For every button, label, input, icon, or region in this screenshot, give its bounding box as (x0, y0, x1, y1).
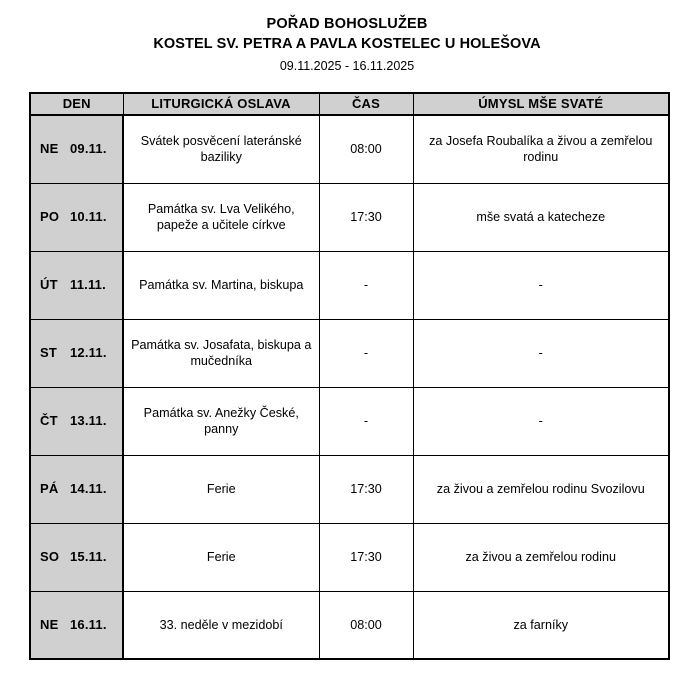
table-row: NE 16.11. 33. neděle v mezidobí 08:00 za far… (30, 590, 669, 659)
day-date: 11.11. (70, 276, 106, 292)
day-date: 09.11. (70, 141, 107, 156)
table-row: NE 09.11. Svátek posvěcení lateránské bazi… (30, 114, 669, 184)
cell-intention: - (412, 318, 669, 388)
day-abbreviation: PÁ (40, 480, 59, 496)
day-date: 12.11. (70, 344, 107, 360)
cell-celebration: Památka sv. Martina, biskupa (122, 250, 320, 320)
cell-time: 08:00 (318, 590, 414, 659)
document-heading: POŘAD BOHOSLUŽEB KOSTEL SV. PETRA A PAVL… (0, 0, 694, 76)
cell-celebration: Ferie (122, 522, 320, 592)
cell-intention: - (412, 250, 669, 320)
cell-celebration: Památka sv. Josafata, biskupa a mučedník… (122, 318, 320, 388)
day-date: 15.11. (70, 548, 107, 564)
date-range: 09.11.2025 - 16.11.2025 (279, 59, 415, 73)
cell-intention: - (412, 386, 669, 456)
day-abbreviation: SO (40, 548, 60, 564)
table-row: ST 12.11. Památka sv. Josafata, biskupa a … (30, 318, 669, 388)
cell-intention: za Josefa Roubalíka a živou a zemřelou r… (412, 114, 669, 184)
cell-intention: za farníky (412, 590, 669, 659)
page-title-line2: KOSTEL SV. PETRA A PAVLA KOSTELEC U HOLE… (153, 36, 541, 52)
cell-time: - (318, 318, 414, 388)
table-row: PÁ 14.11. Ferie 17:30 za živou a zemřelou ro… (30, 454, 669, 524)
cell-day: PÁ 14.11. (30, 454, 124, 524)
cell-celebration: Svátek posvěcení lateránské baziliky (122, 114, 320, 184)
cell-day: NE 09.11. (30, 114, 124, 184)
day-date: 16.11. (70, 616, 107, 632)
cell-day: ÚT 11.11. (30, 250, 124, 320)
column-header-day: DEN (30, 93, 124, 116)
cell-celebration: Ferie (122, 454, 320, 524)
cell-time: 08:00 (318, 114, 414, 184)
schedule-table-container: DEN LITURGICKÁ OSLAVA ČAS ÚMYSL MŠE SVAT… (29, 92, 670, 660)
column-header-celebration: LITURGICKÁ OSLAVA (122, 93, 320, 116)
table-header: DEN LITURGICKÁ OSLAVA ČAS ÚMYSL MŠE SVAT… (30, 93, 669, 116)
cell-intention: za živou a zemřelou rodinu (412, 522, 669, 592)
day-abbreviation: PO (40, 208, 60, 224)
cell-celebration: Památka sv. Anežky České, panny (122, 386, 320, 456)
day-date: 10.11. (70, 208, 107, 224)
cell-day: ČT 13.11. (30, 386, 124, 456)
day-abbreviation: NE (40, 141, 59, 156)
cell-celebration: Památka sv. Lva Velikého, papeže a učite… (122, 182, 320, 252)
column-header-time: ČAS (318, 93, 414, 116)
cell-celebration: 33. neděle v mezidobí (122, 590, 320, 659)
table-row: ÚT 11.11. Památka sv. Martina, biskupa - - (30, 250, 669, 320)
cell-time: 17:30 (318, 454, 414, 524)
day-date: 13.11. (70, 412, 107, 428)
table-row: PO 10.11. Památka sv. Lva Velikého, papeže… (30, 182, 669, 252)
table-body: NE 09.11. Svátek posvěcení lateránské bazi… (30, 114, 669, 659)
page-title-line1: POŘAD BOHOSLUŽEB (266, 16, 428, 32)
cell-day: SO 15.11. (30, 522, 124, 592)
table-row: SO 15.11. Ferie 17:30 za živou a zemřelou ro… (30, 522, 669, 592)
cell-day: NE 16.11. (30, 590, 124, 659)
day-abbreviation: ÚT (40, 276, 58, 292)
cell-intention: mše svatá a katecheze (412, 182, 669, 252)
cell-time: - (318, 250, 414, 320)
schedule-table: DEN LITURGICKÁ OSLAVA ČAS ÚMYSL MŠE SVAT… (29, 92, 670, 660)
cell-time: - (318, 386, 414, 456)
table-header-row: DEN LITURGICKÁ OSLAVA ČAS ÚMYSL MŠE SVAT… (30, 93, 669, 116)
cell-time: 17:30 (318, 522, 414, 592)
column-header-intention: ÚMYSL MŠE SVATÉ (412, 93, 669, 116)
cell-day: PO 10.11. (30, 182, 124, 252)
day-abbreviation: ČT (40, 412, 58, 428)
day-date: 14.11. (70, 480, 107, 496)
day-abbreviation: NE (40, 616, 59, 632)
table-row: ČT 13.11. Památka sv. Anežky České, panny -… (30, 386, 669, 456)
cell-time: 17:30 (318, 182, 414, 252)
cell-intention: za živou a zemřelou rodinu Svozilovu (412, 454, 669, 524)
cell-day: ST 12.11. (30, 318, 124, 388)
day-abbreviation: ST (40, 344, 58, 360)
